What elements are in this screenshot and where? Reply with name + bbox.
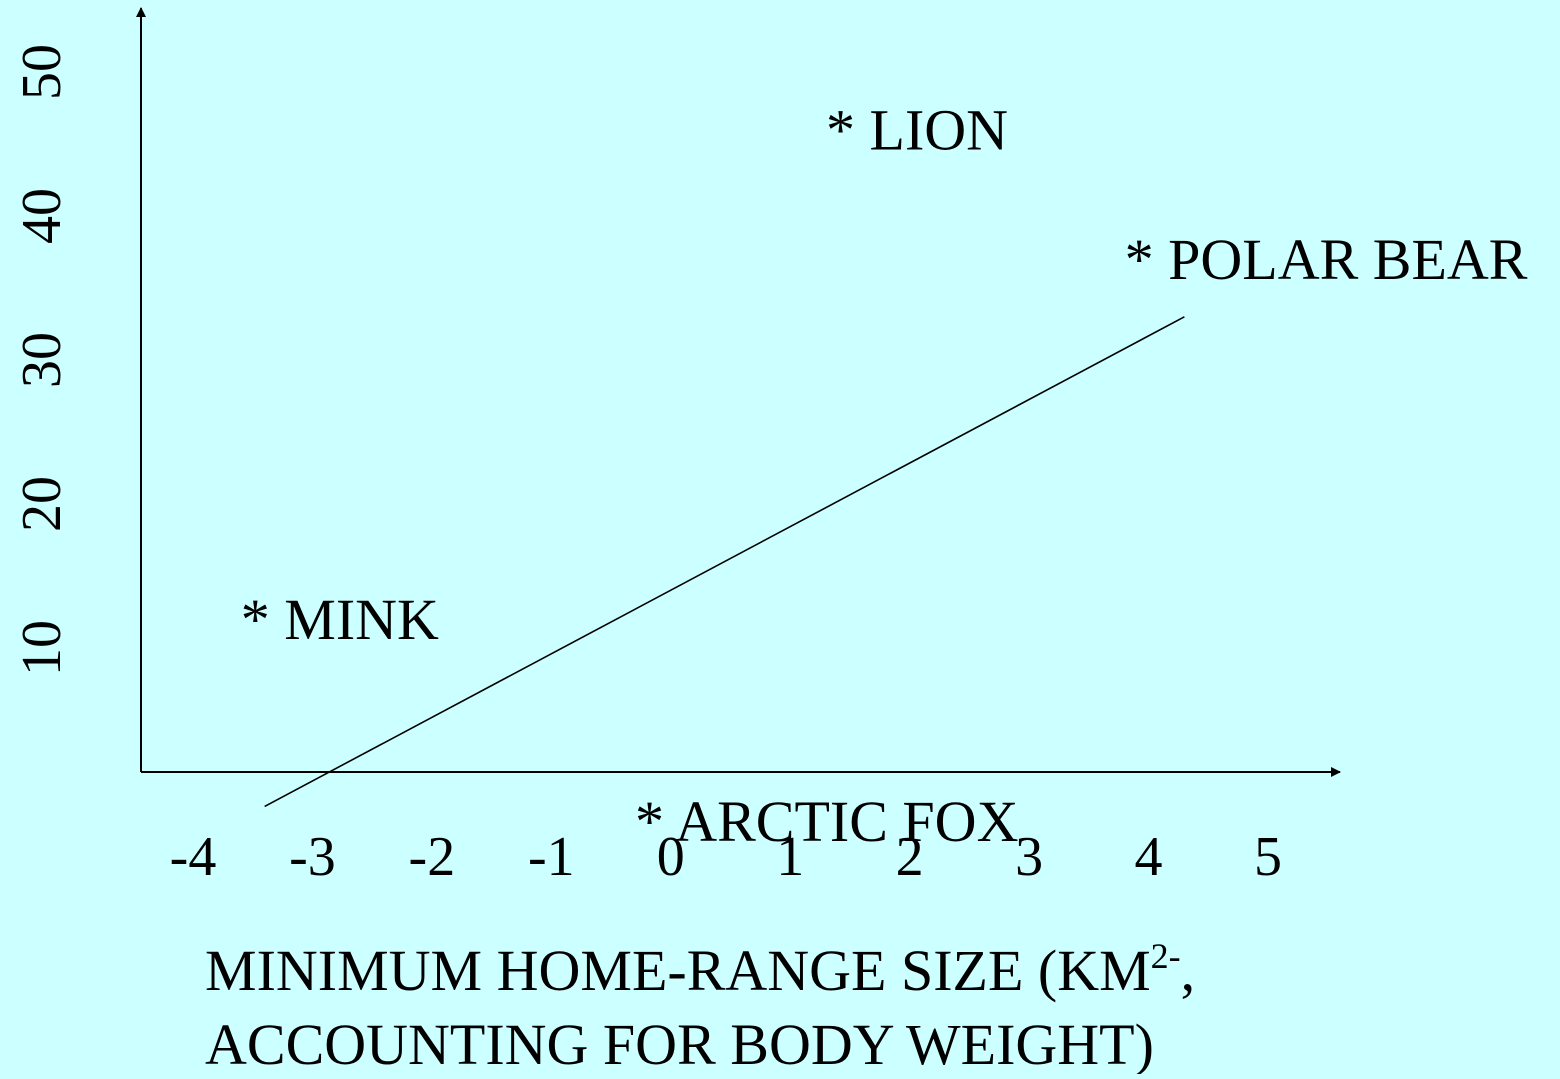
x-axis-label-line2: ACCOUNTING FOR BODY WEIGHT): [205, 1012, 1154, 1074]
x-tick-label: 3: [1015, 826, 1043, 888]
x-tick-label: -1: [528, 826, 575, 888]
x-tick-label: 5: [1254, 826, 1282, 888]
y-tick-label: 30: [11, 332, 73, 388]
x-tick-label: 1: [776, 826, 804, 888]
trend-line: [264, 316, 1185, 808]
x-tick-label: -3: [289, 826, 336, 888]
y-tick-label: 40: [11, 188, 73, 244]
x-axis-label-line1: MINIMUM HOME-RANGE SIZE (KM2-,: [205, 936, 1195, 1003]
x-tick-label: 0: [657, 826, 685, 888]
data-point-label: * POLAR BEAR: [1125, 227, 1528, 292]
y-tick-label: 10: [11, 620, 73, 676]
y-tick-label: 20: [11, 476, 73, 532]
x-tick-label: -2: [409, 826, 456, 888]
y-tick-label: 50: [11, 44, 73, 100]
data-point-label: * MINK: [241, 587, 439, 652]
x-tick-label: 4: [1135, 826, 1163, 888]
x-axis-label-superscript: 2-: [1151, 936, 1181, 976]
data-point-label: * LION: [826, 98, 1008, 163]
x-tick-label: 2: [896, 826, 924, 888]
x-tick-label: -4: [170, 826, 217, 888]
data-point-label: * ARCTIC FOX: [635, 789, 1019, 854]
